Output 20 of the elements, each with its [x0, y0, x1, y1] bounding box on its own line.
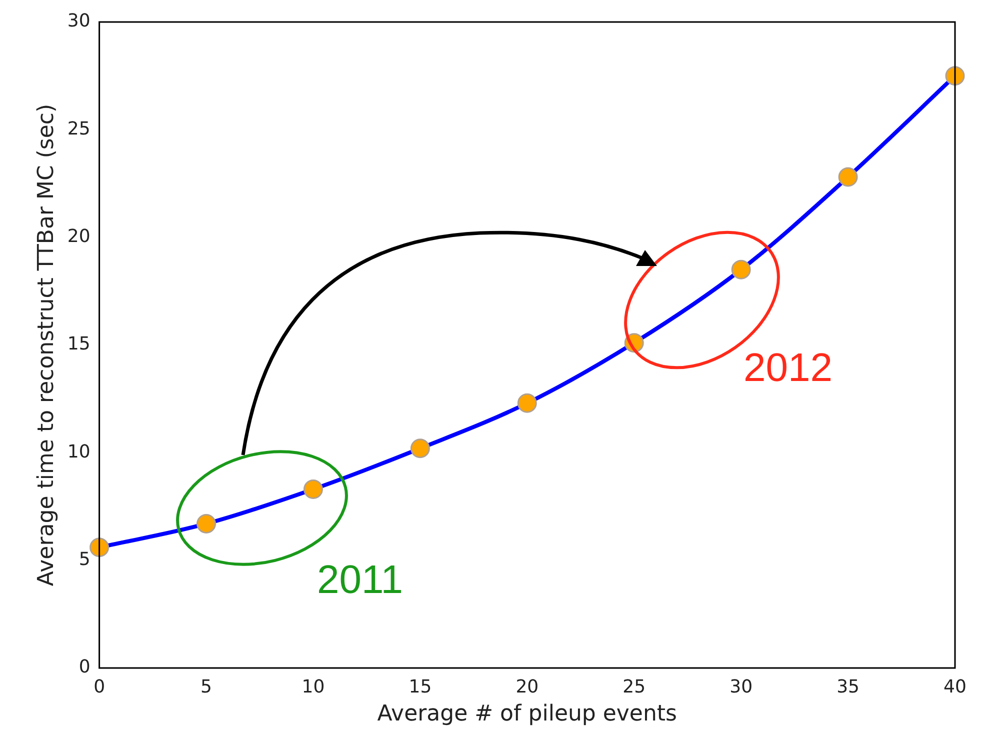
x-axis-title: Average # of pileup events: [377, 702, 678, 727]
y-tick-label: 25: [67, 118, 90, 140]
x-tick-label: 30: [730, 676, 753, 698]
annotation: 2011: [316, 558, 404, 602]
x-tick-label: 35: [836, 676, 860, 698]
y-tick-label: 15: [67, 334, 90, 355]
y-tick-label: 30: [67, 10, 90, 32]
x-tick-label: 10: [302, 676, 325, 698]
x-tick-label: 5: [200, 676, 212, 698]
x-tick-label: 20: [516, 676, 539, 698]
x-tick-label: 0: [94, 676, 106, 698]
y-tick-label: 10: [67, 441, 90, 462]
annotation: 2012: [744, 346, 832, 390]
y-tick-label: 0: [78, 656, 90, 678]
y-axis-title: Average time to reconstruct TTBar MC (sec): [34, 104, 59, 586]
y-tick-label: 20: [67, 226, 90, 248]
x-tick-label: 40: [944, 676, 966, 698]
x-tick-label: 15: [408, 676, 432, 698]
y-tick-label: 5: [78, 549, 90, 570]
x-tick-label: 25: [622, 676, 646, 698]
